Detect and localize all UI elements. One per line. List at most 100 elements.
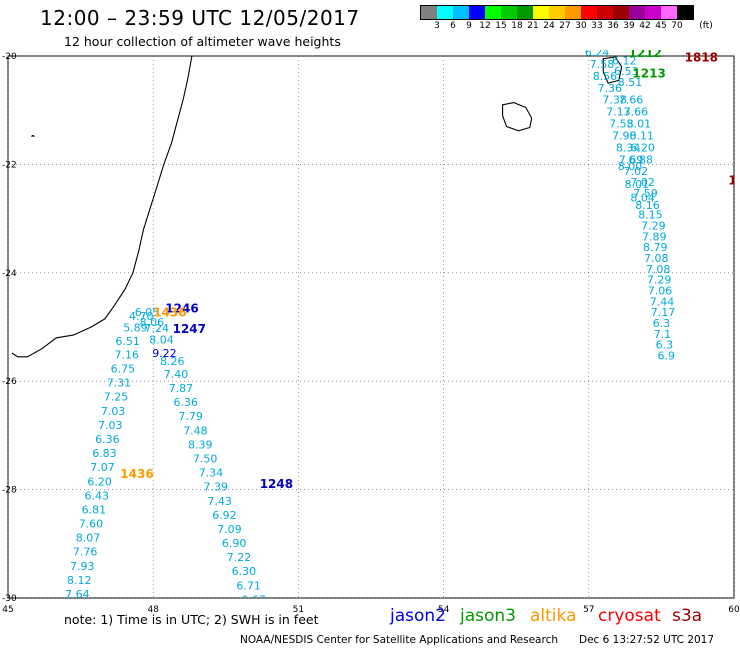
wave-height-value: 8.26 (160, 355, 185, 368)
wave-height-value: 6.3 (653, 317, 671, 330)
latitude-tick-label: -24 (2, 269, 17, 279)
wave-height-value: 9.22 (152, 347, 177, 360)
wave-height-value: 7.29 (647, 274, 672, 287)
latitude-tick-label: -26 (2, 377, 17, 387)
wave-height-value: 6.20 (630, 141, 655, 154)
wave-height-value: 7.66 (624, 106, 649, 119)
latitude-tick-label: -20 (2, 52, 17, 62)
wave-height-value: 6.92 (212, 509, 237, 522)
credit-text: NOAA/NESDIS Center for Satellite Applica… (240, 634, 558, 646)
pass-time-label: 1818 (685, 50, 718, 64)
legend-altika: altika (530, 606, 577, 626)
scale-swatch (645, 6, 661, 19)
wave-height-value: 7.07 (90, 461, 115, 474)
wave-height-value: 7.93 (70, 560, 95, 573)
scale-label: 3 (434, 21, 440, 31)
wave-height-value: 6.81 (82, 503, 107, 516)
scale-swatch (613, 6, 629, 19)
wave-height-value: 8.16 (635, 199, 660, 212)
scale-label: 27 (559, 21, 571, 31)
scale-swatch (437, 6, 453, 19)
wave-height-value: 7.1 (654, 328, 672, 341)
pass-time-label: 1248 (260, 477, 293, 491)
wave-height-value: 6.53 (614, 65, 639, 78)
wave-height-value: 6.75 (111, 363, 136, 376)
scale-swatch (565, 6, 581, 19)
legend-cryosat: cryosat (598, 606, 661, 626)
wave-height-value: 7.48 (183, 424, 208, 437)
wave-height-value: 7.16 (115, 348, 140, 361)
wave-height-value: 8.06 (140, 316, 165, 329)
longitude-tick-label: 57 (583, 605, 594, 615)
pass-time-label: 1247 (173, 322, 206, 336)
wave-height-value: 7.39 (204, 481, 229, 494)
wave-height-value: 8.11 (630, 130, 655, 143)
scale-swatch (581, 6, 597, 19)
wave-height-value: 7.36 (598, 82, 623, 95)
pass-time-label: 18 (728, 174, 740, 188)
wave-height-value: 7.87 (169, 382, 194, 395)
wave-height-value: 8.51 (618, 76, 643, 89)
wave-height-value: 6.9 (658, 350, 676, 363)
mauritius-island (602, 56, 623, 84)
scale-swatch (517, 6, 533, 19)
wave-height-value: 8.15 (638, 209, 663, 222)
wave-height-value: 7.58 (590, 58, 615, 71)
scale-label: 24 (543, 21, 555, 31)
wave-height-value: 8.39 (188, 438, 213, 451)
latitude-tick-label: -30 (2, 594, 17, 604)
wave-height-value: 6.43 (85, 489, 110, 502)
wave-height-value: 7.69 (619, 153, 644, 166)
scale-swatch (533, 6, 549, 19)
madagascar-coastline (11, 55, 193, 358)
wave-height-value: 7.66 (619, 94, 644, 107)
wave-height-value: 6.3 (656, 339, 674, 352)
wave-height-value: 7.53 (609, 118, 634, 131)
scale-label: 21 (527, 21, 539, 31)
scale-swatch (421, 6, 437, 19)
wave-height-value: 6.83 (92, 447, 117, 460)
longitude-tick-label: 54 (438, 605, 450, 615)
scale-label: 9 (466, 21, 472, 31)
scale-label: 36 (607, 21, 619, 31)
wave-height-value: 7.29 (641, 219, 666, 232)
pass-time-label: 1212 (629, 46, 662, 60)
wave-height-value: 7.60 (79, 518, 104, 531)
latitude-tick-label: -22 (2, 160, 17, 170)
wave-height-value: 7.03 (98, 419, 123, 432)
wave-height-value: 4.70 (129, 310, 154, 323)
wave-height-value: 8.34 (616, 141, 641, 154)
wave-height-value: 7.08 (646, 263, 671, 276)
pass-time-label: 1436 (153, 306, 186, 320)
altimeter-tracks: 6.054.708.065.897.24 6.51 8.04 7.16 6.757.31… (65, 46, 740, 598)
scale-swatch (629, 6, 645, 19)
wave-height-value: 8.56 (593, 70, 618, 83)
wave-height-value: 7.79 (178, 410, 203, 423)
scale-swatch (501, 6, 517, 19)
wave-height-value: 6.88 (629, 153, 654, 166)
wave-height-value: 7.24 (145, 322, 170, 335)
wave-height-value: 7.06 (648, 285, 673, 298)
wave-height-value: 6.12 (612, 55, 637, 68)
wave-height-value: 8.04 (630, 191, 655, 204)
wave-height-value: 7.13 (606, 106, 631, 119)
wave-height-value: 8.04 (149, 333, 174, 346)
wave-height-value: 8.01 (625, 178, 650, 191)
scale-label: 42 (639, 21, 651, 31)
wave-height-value: 7.08 (644, 252, 669, 265)
scale-swatch (677, 6, 693, 19)
scale-swatch (469, 6, 485, 19)
longitude-tick-label: 51 (293, 605, 304, 615)
scale-swatch (485, 6, 501, 19)
wave-height-value: 8.00 (618, 160, 643, 173)
wave-height-value: 7.34 (199, 467, 224, 480)
reunion-island (502, 102, 533, 132)
wave-height-value: 6.51 (115, 335, 139, 348)
wave-height-value: 8.12 (67, 574, 92, 587)
pass-time-label: 1436 (120, 467, 153, 481)
scale-label: 6 (450, 21, 456, 31)
wave-height-value: 8.01 (627, 118, 652, 131)
map-frame (7, 55, 735, 599)
